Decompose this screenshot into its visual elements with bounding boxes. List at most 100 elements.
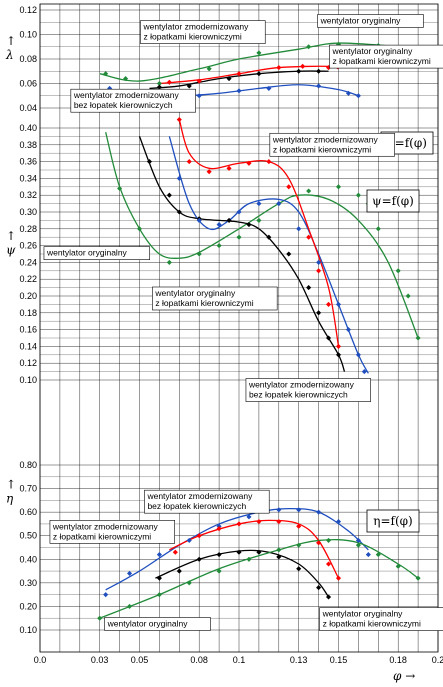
point-eta-original: [276, 547, 282, 553]
annotation-eta: wentylator oryginalny: [104, 617, 211, 631]
point-psi-modernized_without_vanes: [236, 209, 242, 215]
point-eta-modernized_without_vanes: [296, 507, 302, 513]
point-psi-modernized_with_vanes: [186, 159, 192, 165]
point-psi-original: [196, 251, 202, 257]
point-eta-modernized_with_vanes: [172, 549, 178, 555]
y-tick-label: 0.10: [19, 30, 37, 40]
point-lambda-original_with_vanes: [316, 68, 322, 74]
y-tick-label: 0.40: [19, 123, 37, 133]
point-lambda-original_with_vanes: [256, 71, 262, 77]
curve-eta-modernized_with_vanes: [169, 519, 340, 579]
annotation-box: [104, 617, 211, 631]
formula-label-lambda: λ=f(φ): [387, 136, 427, 150]
annotation-text: bez łopatek kierowniczych: [147, 501, 246, 511]
y-tick-label: 0.20: [19, 291, 37, 301]
point-eta-original: [355, 542, 361, 548]
point-eta-modernized_with_vanes: [236, 521, 242, 527]
annotation-text: wentylator oryginalny: [154, 288, 236, 298]
point-lambda-original_with_vanes: [226, 76, 232, 82]
point-lambda-modernized_without_vanes: [236, 88, 242, 94]
y-tick-label: 0.26: [19, 241, 37, 251]
point-psi-original_with_vanes: [226, 217, 232, 223]
annotation-box: [49, 520, 175, 544]
point-lambda-original: [306, 44, 312, 50]
point-eta-modernized_with_vanes: [196, 533, 202, 539]
point-eta-original: [97, 615, 103, 621]
point-eta-original_with_vanes: [316, 585, 322, 591]
y-axis-arrow-psi: ↑: [6, 229, 16, 243]
y-tick-label: 0.70: [19, 484, 37, 494]
point-psi-modernized_with_vanes: [246, 160, 252, 166]
point-psi-modernized_with_vanes: [306, 234, 312, 240]
x-tick-label: 0.05: [131, 655, 149, 665]
point-psi-modernized_without_vanes: [216, 222, 222, 228]
point-psi-original_with_vanes: [246, 222, 252, 228]
y-axis-arrow-lambda: ↑: [6, 34, 16, 48]
point-psi-original: [395, 268, 401, 274]
point-psi-original_with_vanes: [166, 192, 172, 198]
y-tick-label: 0.10: [19, 625, 37, 635]
point-psi-modernized_with_vanes: [335, 343, 342, 349]
annotation-text: wentylator oryginalny: [332, 46, 414, 56]
point-psi-modernized_without_vanes: [296, 226, 302, 232]
y-tick-label: 0.30: [19, 578, 37, 588]
point-psi-original: [216, 243, 222, 249]
point-eta-original: [326, 537, 332, 543]
y-tick-label: 0.38: [19, 140, 37, 150]
x-axis-symbol: φ →: [393, 669, 415, 683]
point-psi-original_with_vanes: [176, 209, 182, 215]
point-psi-modernized_without_vanes: [276, 201, 282, 207]
point-eta-original: [395, 563, 401, 569]
annotation-text: z łopatkami kierowniczymi: [143, 32, 241, 42]
annotation-text: bez łopatek kierowniczych: [249, 390, 348, 400]
curve-eta-original_with_vanes: [155, 549, 330, 598]
annotation-box: [140, 20, 266, 44]
point-psi-modernized_without_vanes: [345, 327, 351, 333]
point-psi-modernized_with_vanes: [316, 268, 322, 274]
point-eta-modernized_with_vanes: [296, 523, 302, 529]
point-psi-modernized_without_vanes: [256, 201, 262, 207]
point-lambda-modernized_without_vanes: [196, 93, 202, 99]
y-axis-symbol-lambda: λ: [5, 48, 14, 62]
point-eta-modernized_with_vanes: [276, 519, 282, 525]
y-tick-label: 0.18: [19, 308, 37, 318]
point-psi-original: [375, 226, 381, 232]
y-tick-label: 0.24: [19, 257, 37, 267]
point-psi-original_with_vanes: [326, 335, 332, 341]
point-psi-original_with_vanes: [316, 310, 322, 316]
point-psi-original: [405, 293, 411, 299]
y-tick-label: 0.60: [19, 507, 37, 517]
y-tick-label: 0.50: [19, 531, 37, 541]
point-lambda-original: [103, 71, 109, 77]
x-tick-label: 0.0: [34, 655, 47, 665]
point-eta-modernized_without_vanes: [103, 592, 109, 598]
formula-label-psi: ψ=f(φ): [372, 194, 414, 208]
point-psi-modernized_with_vanes: [286, 184, 292, 190]
x-tick-label: 0.18: [389, 655, 407, 665]
point-lambda-modernized_with_vanes: [300, 63, 306, 69]
point-lambda-modernized_with_vanes: [166, 79, 172, 85]
point-lambda-modernized_with_vanes: [276, 65, 282, 71]
y-tick-label: 0.34: [19, 173, 37, 183]
point-psi-modernized_without_vanes: [335, 301, 342, 307]
annotation-text: wentylator oryginalny: [322, 609, 404, 619]
annotation-box: [70, 88, 196, 113]
point-eta-modernized_without_vanes: [316, 509, 322, 515]
point-eta-original_with_vanes: [156, 575, 162, 581]
point-psi-original_with_vanes: [335, 352, 342, 358]
point-psi-original: [256, 217, 262, 223]
y-tick-label: 0.28: [19, 224, 37, 234]
point-psi-original: [166, 259, 172, 265]
y-tick-label: 0.80: [19, 460, 37, 470]
y-tick-label: 0.36: [19, 157, 37, 167]
annotation-text: wentylator zmodernizowany: [142, 22, 249, 32]
y-tick-label: 0.16: [19, 325, 37, 335]
x-tick-label: 0.2: [432, 655, 443, 665]
point-psi-original: [415, 335, 421, 341]
